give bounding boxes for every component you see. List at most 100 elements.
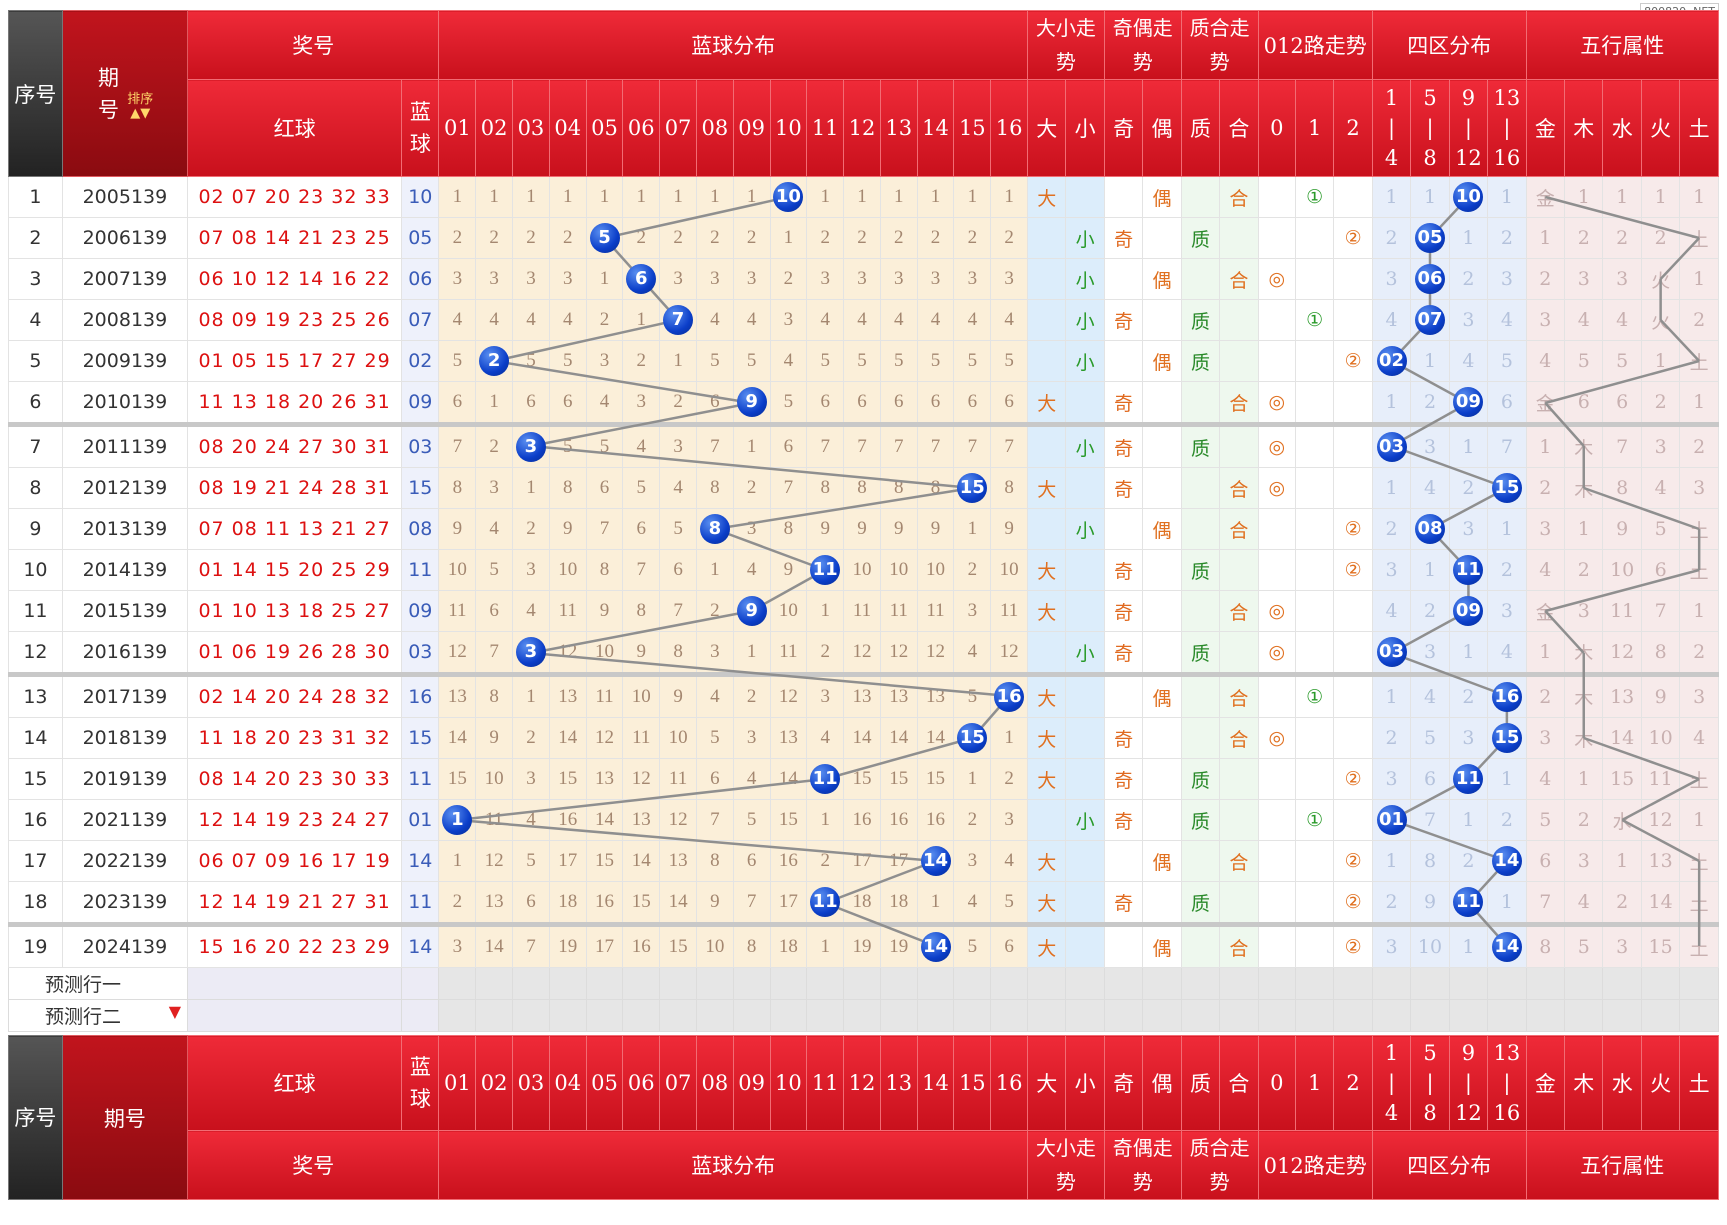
predict-cell[interactable] [1142, 999, 1182, 1032]
predict-row[interactable]: 预测行一 [8, 967, 1719, 1000]
predict-cell[interactable] [695, 967, 734, 1000]
predict-cell[interactable] [438, 967, 477, 1000]
predict-cell[interactable] [1410, 999, 1450, 1032]
predict-cell[interactable] [769, 967, 808, 1000]
miss-count: 5 [475, 549, 514, 591]
miss-count: 15 [916, 758, 955, 800]
footer-num-07: 07 [659, 1035, 697, 1131]
parity-even [1142, 881, 1182, 925]
predict-cell[interactable] [622, 999, 661, 1032]
predict-cell[interactable] [990, 967, 1028, 1000]
predict-cell[interactable] [879, 999, 918, 1032]
miss-count: 3 [990, 799, 1028, 841]
parity-odd: 奇 [1103, 467, 1144, 509]
predict-cell[interactable] [1640, 999, 1681, 1032]
predict-row[interactable]: 预测行二 ▼ [8, 999, 1719, 1032]
parity-odd [1103, 508, 1144, 550]
predict-cell[interactable] [1640, 967, 1681, 1000]
predict-cell[interactable] [1679, 967, 1719, 1000]
predict-cell[interactable] [1103, 999, 1144, 1032]
predict-cell[interactable] [1026, 999, 1067, 1032]
blue-ball: 11 [401, 758, 440, 800]
predict-cell[interactable] [1180, 967, 1221, 1000]
predict-cell[interactable] [475, 999, 514, 1032]
predict-cell[interactable] [916, 967, 955, 1000]
predict-cell[interactable] [659, 999, 697, 1032]
predict-cell[interactable] [1219, 999, 1259, 1032]
predict-cell[interactable] [732, 967, 771, 1000]
predict-cell[interactable] [806, 967, 845, 1000]
predict-cell[interactable] [1525, 999, 1566, 1032]
predict-cell[interactable] [1525, 967, 1566, 1000]
predict-cell[interactable] [953, 967, 992, 1000]
miss-count: 5 [548, 340, 587, 382]
predict-cell[interactable] [1448, 967, 1489, 1000]
footer-element-0: 金 [1525, 1035, 1566, 1131]
predict-cell[interactable] [1257, 999, 1296, 1032]
predict-cell[interactable] [585, 967, 624, 1000]
sort-button[interactable]: 排序 ▲▼ [127, 91, 154, 121]
predict-cell[interactable] [548, 967, 587, 1000]
predict-cell[interactable] [1410, 967, 1450, 1000]
element-miss: 3 [1564, 258, 1604, 300]
predict-cell[interactable] [1180, 999, 1221, 1032]
element-miss: 15 [1640, 922, 1681, 968]
predict-cell[interactable] [953, 999, 992, 1032]
predict-cell[interactable] [1142, 967, 1182, 1000]
parity-odd: 奇 [1103, 299, 1144, 341]
element-miss: 4 [1602, 299, 1642, 341]
predict-cell[interactable] [1333, 967, 1373, 1000]
miss-count: 7 [732, 881, 771, 925]
miss-count: 9 [769, 549, 808, 591]
road-mark-2: ② [1333, 549, 1373, 591]
predict-cell[interactable] [1371, 999, 1412, 1032]
predict-cell[interactable] [512, 967, 550, 1000]
miss-count: 4 [990, 840, 1028, 882]
predict-cell[interactable] [659, 967, 697, 1000]
predict-cell[interactable] [1026, 967, 1067, 1000]
predict-cell[interactable] [843, 967, 881, 1000]
miss-count: 17 [585, 922, 624, 968]
predict-cell[interactable] [769, 999, 808, 1032]
predict-cell[interactable] [1448, 999, 1489, 1032]
predict-cell[interactable] [512, 999, 550, 1032]
predict-cell[interactable] [1602, 967, 1642, 1000]
predict-cell[interactable] [1602, 999, 1642, 1032]
predict-cell[interactable] [438, 999, 477, 1032]
predict-cell[interactable] [1219, 967, 1259, 1000]
predict-cell[interactable] [1564, 999, 1604, 1032]
predict-cell[interactable] [1065, 967, 1105, 1000]
predict-cell[interactable] [622, 967, 661, 1000]
red-balls: 08 19 21 24 28 31 [186, 467, 403, 509]
predict-cell[interactable] [1487, 967, 1527, 1000]
miss-count: 2 [916, 217, 955, 259]
predict-cell[interactable] [1371, 967, 1412, 1000]
miss-count: 5 [953, 922, 992, 968]
predict-cell[interactable] [1294, 999, 1335, 1032]
miss-count: 2 [953, 549, 992, 591]
predict-cell[interactable] [732, 999, 771, 1032]
predict-cell[interactable] [695, 999, 734, 1032]
predict-cell[interactable] [879, 967, 918, 1000]
predict-cell[interactable] [1333, 999, 1373, 1032]
miss-count: 9 [916, 508, 955, 550]
predict-cell[interactable] [475, 967, 514, 1000]
predict-cell[interactable] [1487, 999, 1527, 1032]
predict-cell[interactable] [806, 999, 845, 1032]
predict-cell[interactable] [1065, 999, 1105, 1032]
predict-cell[interactable] [1257, 967, 1296, 1000]
predict-cell[interactable] [548, 999, 587, 1032]
arrow-down-icon[interactable]: ▼ [168, 1002, 181, 1021]
predict-cell[interactable] [843, 999, 881, 1032]
size-big [1026, 422, 1067, 468]
predict-cell[interactable] [1679, 999, 1719, 1032]
predict-cell[interactable] [585, 999, 624, 1032]
predict-cell[interactable] [1294, 967, 1335, 1000]
predict-cell[interactable] [990, 999, 1028, 1032]
predict-cell[interactable] [1564, 967, 1604, 1000]
predict-cell[interactable] [916, 999, 955, 1032]
miss-count: 6 [953, 381, 992, 425]
element-miss: 11 [1602, 590, 1642, 632]
size-small [1065, 840, 1105, 882]
predict-cell[interactable] [1103, 967, 1144, 1000]
